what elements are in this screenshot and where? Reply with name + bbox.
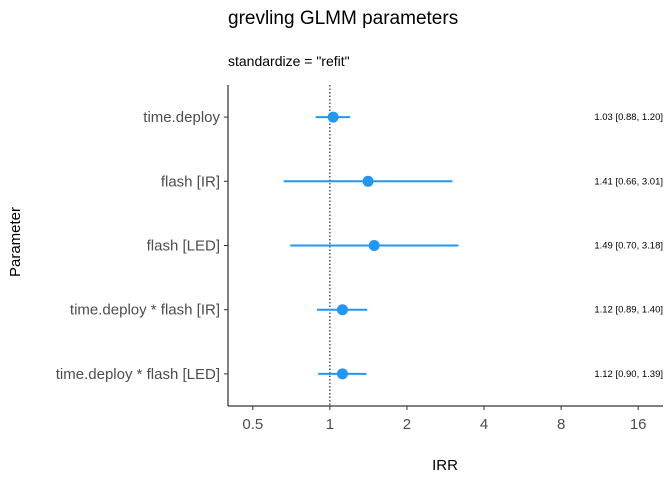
x-tick-label: 8	[557, 416, 565, 433]
y-axis-title: Parameter	[7, 207, 24, 277]
parameter-label: flash [LED]	[147, 238, 220, 255]
x-tick-label: 0.5	[242, 416, 263, 433]
ci-value-label: 1.03 [0.88, 1.20]	[594, 112, 663, 123]
x-tick-label: 4	[480, 416, 488, 433]
x-tick-label: 16	[630, 416, 647, 433]
ci-value-label: 1.12 [0.89, 1.40]	[594, 305, 663, 316]
parameter-label: time.deploy	[143, 109, 220, 126]
estimate-point	[368, 240, 380, 251]
ci-value-label: 1.12 [0.90, 1.39]	[594, 369, 663, 380]
x-axis-title: IRR	[432, 457, 458, 474]
parameter-label: time.deploy * flash [IR]	[70, 302, 220, 319]
plot-area: 0.5 1 2 4 8 16 time.deploy 1.03 [0.88, 1.20] fla…	[56, 85, 663, 433]
parameter-label: time.deploy * flash [LED]	[56, 366, 220, 383]
parameter-label: flash [IR]	[161, 173, 220, 190]
chart-title: grevling GLMM parameters	[228, 8, 458, 29]
estimate-point	[362, 175, 374, 187]
ci-value-label: 1.49 [0.70, 3.18]	[594, 241, 663, 252]
estimate-point	[327, 111, 339, 123]
chart-subtitle: standardize = "refit"	[228, 53, 350, 69]
x-tick-label: 1	[326, 416, 334, 433]
ci-value-label: 1.41 [0.66, 3.01]	[594, 176, 663, 187]
estimate-point	[336, 304, 348, 316]
estimate-point	[336, 368, 348, 380]
x-tick-label: 2	[403, 416, 411, 433]
